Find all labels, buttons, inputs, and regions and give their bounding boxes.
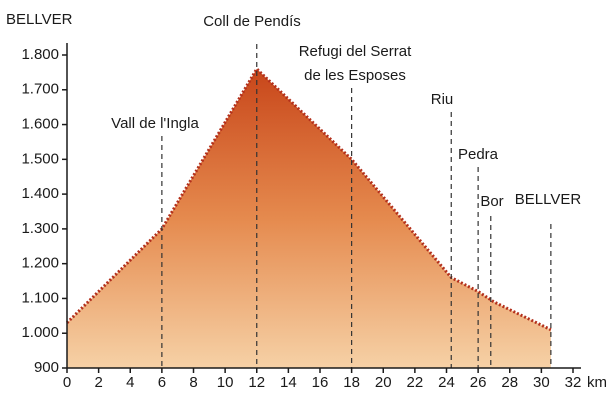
waypoint-label: Bor xyxy=(480,193,503,210)
x-tick-label: 0 xyxy=(63,374,71,391)
start-label: BELLVER xyxy=(6,11,73,28)
x-tick-label: 8 xyxy=(189,374,197,391)
y-tick-label: 900 xyxy=(34,359,59,376)
x-tick-label: 18 xyxy=(343,374,360,391)
x-tick-label: 28 xyxy=(501,374,518,391)
x-tick-label: 6 xyxy=(158,374,166,391)
x-axis-label: km xyxy=(587,374,607,391)
x-tick-label: 12 xyxy=(248,374,265,391)
waypoint-label: BELLVER xyxy=(515,191,582,208)
x-tick-label: 10 xyxy=(217,374,234,391)
y-tick-label: 1.700 xyxy=(21,81,59,98)
y-tick-label: 1.200 xyxy=(21,255,59,272)
y-tick-label: 1.400 xyxy=(21,185,59,202)
y-tick-label: 1.800 xyxy=(21,46,59,63)
x-tick-label: 20 xyxy=(375,374,392,391)
profile-line xyxy=(65,66,552,332)
x-tick-label: 26 xyxy=(470,374,487,391)
x-tick-label: 16 xyxy=(312,374,329,391)
x-tick-label: 24 xyxy=(438,374,455,391)
waypoint-label: Coll de Pendís xyxy=(203,13,301,30)
y-tick-label: 1.500 xyxy=(21,150,59,167)
x-tick-label: 32 xyxy=(565,374,582,391)
waypoint-label: de les Esposes xyxy=(304,67,406,84)
y-tick-label: 1.100 xyxy=(21,289,59,306)
area xyxy=(67,68,551,369)
y-tick-label: 1.600 xyxy=(21,116,59,133)
y-tick-label: 1.000 xyxy=(21,324,59,341)
x-tick-label: 22 xyxy=(407,374,424,391)
waypoint-label: Riu xyxy=(431,91,454,108)
y-tick-label: 1.300 xyxy=(21,220,59,237)
x-tick-label: 2 xyxy=(94,374,102,391)
x-tick-label: 4 xyxy=(126,374,134,391)
x-tick-label: 30 xyxy=(533,374,550,391)
waypoint-label: Vall de l'Ingla xyxy=(111,115,199,132)
waypoint-label: Pedra xyxy=(458,146,499,163)
x-tick-label: 14 xyxy=(280,374,297,391)
waypoint-label: Refugi del Serrat xyxy=(299,43,412,60)
